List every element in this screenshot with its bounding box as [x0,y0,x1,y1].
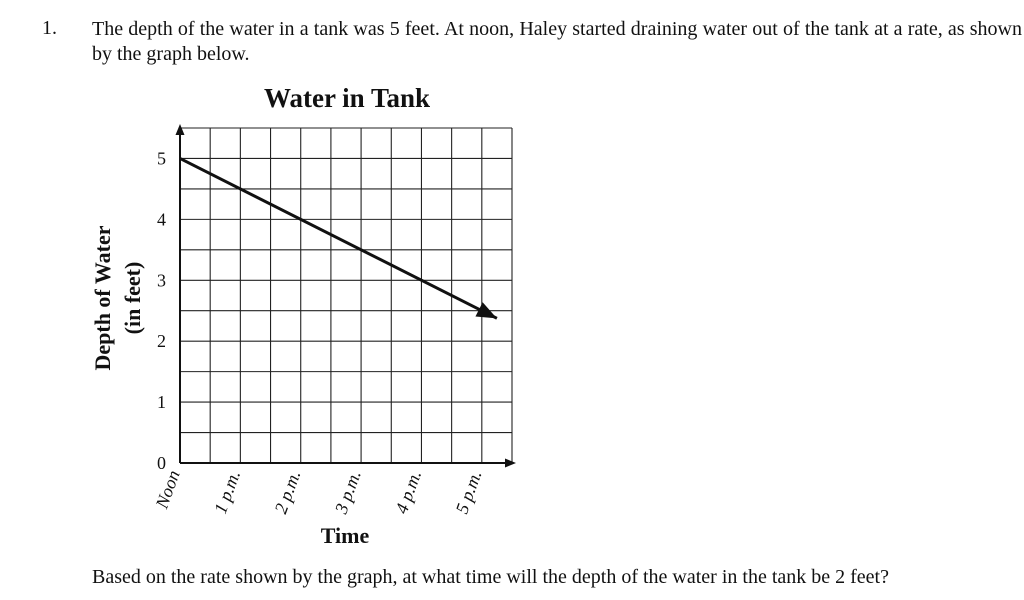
y-tick-label: 1 [157,392,166,412]
y-tick-label: 0 [157,453,166,473]
x-tick-label: 4 p.m. [391,468,425,517]
x-axis-arrow [505,458,516,468]
x-tick-label: 5 p.m. [452,468,486,517]
question-number: 1. [42,17,57,39]
x-tick-label: 1 p.m. [210,468,244,517]
y-axis-arrow [175,124,185,135]
y-tick-label: 2 [157,331,166,351]
y-tick-label: 4 [157,209,166,229]
data-line-arrowhead [475,302,497,319]
question-text: The depth of the water in a tank was 5 f… [92,18,1022,65]
y-tick-label: 5 [157,148,166,168]
chart-title: Water in Tank [263,83,431,113]
x-tick-label: 3 p.m. [330,468,364,518]
question-prompt: Based on the rate shown by the graph, at… [92,566,889,588]
y-tick-label: 3 [157,270,166,290]
x-tick-label: 2 p.m. [270,468,304,517]
x-axis-label: Time [320,523,370,548]
data-line [179,157,498,320]
x-tick-label: Noon [151,468,183,512]
